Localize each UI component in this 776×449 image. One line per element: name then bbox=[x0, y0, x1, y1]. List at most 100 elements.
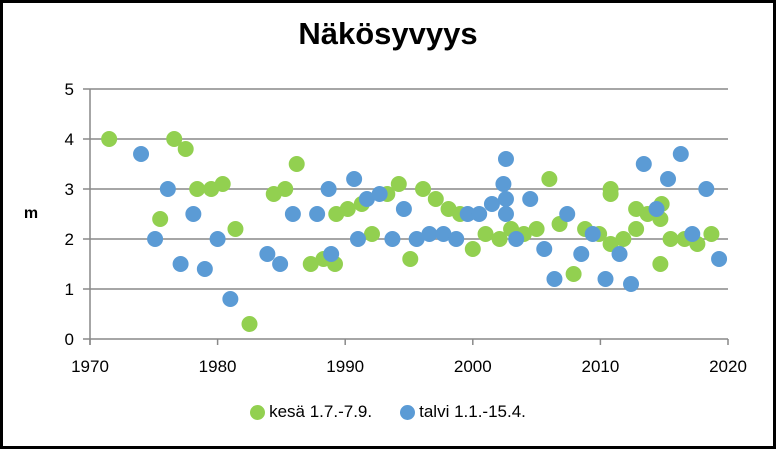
data-point-kesa bbox=[390, 176, 407, 192]
data-point-kesa bbox=[152, 211, 169, 227]
data-point-talvi bbox=[371, 186, 388, 202]
y-tick-label: 2 bbox=[65, 230, 74, 249]
data-point-talvi bbox=[684, 226, 701, 242]
legend: kesä 1.7.-7.9. talvi 1.1.-15.4. bbox=[0, 402, 776, 422]
data-point-talvi bbox=[196, 261, 213, 277]
data-point-kesa bbox=[166, 131, 183, 147]
chart-title: Näkösyvyys bbox=[298, 16, 478, 51]
data-point-kesa bbox=[227, 221, 244, 237]
data-point-talvi bbox=[133, 146, 150, 162]
data-point-talvi bbox=[259, 246, 276, 262]
data-point-kesa bbox=[363, 226, 380, 242]
blue-circle-marker-icon bbox=[400, 404, 416, 420]
y-axis-title: m bbox=[24, 205, 38, 222]
data-point-talvi bbox=[448, 231, 465, 247]
data-point-kesa bbox=[101, 131, 118, 147]
legend-item-kesa: kesä 1.7.-7.9. bbox=[250, 402, 372, 422]
data-point-kesa bbox=[565, 266, 582, 282]
data-point-kesa bbox=[491, 231, 508, 247]
data-point-talvi bbox=[395, 201, 412, 217]
data-point-talvi bbox=[584, 226, 601, 242]
data-point-kesa bbox=[652, 256, 669, 272]
green-circle-marker-icon bbox=[250, 404, 266, 420]
data-point-kesa bbox=[615, 231, 632, 247]
data-point-talvi bbox=[471, 206, 488, 222]
data-point-talvi bbox=[497, 191, 514, 207]
data-point-talvi bbox=[421, 226, 438, 242]
legend-item-talvi: talvi 1.1.-15.4. bbox=[400, 402, 526, 422]
data-point-talvi bbox=[508, 231, 525, 247]
data-point-talvi bbox=[358, 191, 375, 207]
y-tick-label: 3 bbox=[65, 180, 74, 199]
data-point-kesa bbox=[703, 226, 720, 242]
data-point-kesa bbox=[214, 176, 231, 192]
data-point-talvi bbox=[660, 171, 677, 187]
legend-label-talvi: talvi 1.1.-15.4. bbox=[419, 402, 526, 421]
legend-label-kesa: kesä 1.7.-7.9. bbox=[269, 402, 373, 421]
data-point-talvi bbox=[222, 291, 239, 307]
data-point-talvi bbox=[147, 231, 164, 247]
data-point-talvi bbox=[384, 231, 401, 247]
y-tick-label: 5 bbox=[65, 80, 74, 99]
data-point-talvi bbox=[495, 176, 512, 192]
y-tick-label: 0 bbox=[65, 330, 74, 349]
data-point-talvi bbox=[573, 246, 590, 262]
data-point-talvi bbox=[611, 246, 628, 262]
data-point-talvi bbox=[623, 276, 640, 292]
data-point-talvi bbox=[698, 181, 715, 197]
data-point-talvi bbox=[284, 206, 301, 222]
data-point-kesa bbox=[662, 231, 679, 247]
data-point-talvi bbox=[459, 206, 476, 222]
data-point-talvi bbox=[159, 181, 176, 197]
x-tick-label: 1970 bbox=[71, 357, 109, 376]
x-tick-label: 2020 bbox=[709, 357, 747, 376]
data-point-kesa bbox=[415, 181, 432, 197]
data-point-kesa bbox=[189, 181, 206, 197]
data-point-kesa bbox=[602, 186, 619, 202]
data-point-talvi bbox=[546, 271, 563, 287]
data-point-kesa bbox=[528, 221, 545, 237]
data-point-kesa bbox=[288, 156, 305, 172]
data-point-talvi bbox=[323, 246, 340, 262]
data-point-kesa bbox=[177, 141, 194, 157]
y-tick-label: 1 bbox=[65, 280, 74, 299]
data-point-talvi bbox=[711, 251, 728, 267]
data-point-talvi bbox=[559, 206, 576, 222]
data-point-talvi bbox=[320, 181, 337, 197]
x-tick-label: 2010 bbox=[581, 357, 619, 376]
data-point-talvi bbox=[185, 206, 202, 222]
data-point-talvi bbox=[635, 156, 652, 172]
data-point-talvi bbox=[497, 206, 514, 222]
data-point-kesa bbox=[427, 191, 444, 207]
data-point-talvi bbox=[435, 226, 452, 242]
data-point-kesa bbox=[477, 226, 494, 242]
data-point-talvi bbox=[672, 146, 689, 162]
data-point-talvi bbox=[349, 231, 366, 247]
data-point-talvi bbox=[272, 256, 289, 272]
data-point-talvi bbox=[497, 151, 514, 167]
x-tick-label: 1990 bbox=[326, 357, 364, 376]
data-point-talvi bbox=[346, 171, 363, 187]
data-point-talvi bbox=[309, 206, 326, 222]
data-point-talvi bbox=[483, 196, 500, 212]
data-point-kesa bbox=[464, 241, 481, 257]
data-point-talvi bbox=[597, 271, 614, 287]
y-tick-label: 4 bbox=[65, 130, 74, 149]
data-point-kesa bbox=[541, 171, 558, 187]
data-point-talvi bbox=[209, 231, 226, 247]
x-tick-label: 1980 bbox=[199, 357, 237, 376]
data-point-talvi bbox=[536, 241, 553, 257]
x-tick-label: 2000 bbox=[454, 357, 492, 376]
data-point-talvi bbox=[522, 191, 539, 207]
data-point-kesa bbox=[302, 256, 319, 272]
data-point-talvi bbox=[648, 201, 665, 217]
data-point-talvi bbox=[172, 256, 189, 272]
data-point-talvi bbox=[408, 231, 425, 247]
data-point-kesa bbox=[277, 181, 294, 197]
data-point-kesa bbox=[339, 201, 356, 217]
data-point-kesa bbox=[241, 316, 258, 332]
data-point-kesa bbox=[402, 251, 419, 267]
data-point-kesa bbox=[628, 221, 645, 237]
